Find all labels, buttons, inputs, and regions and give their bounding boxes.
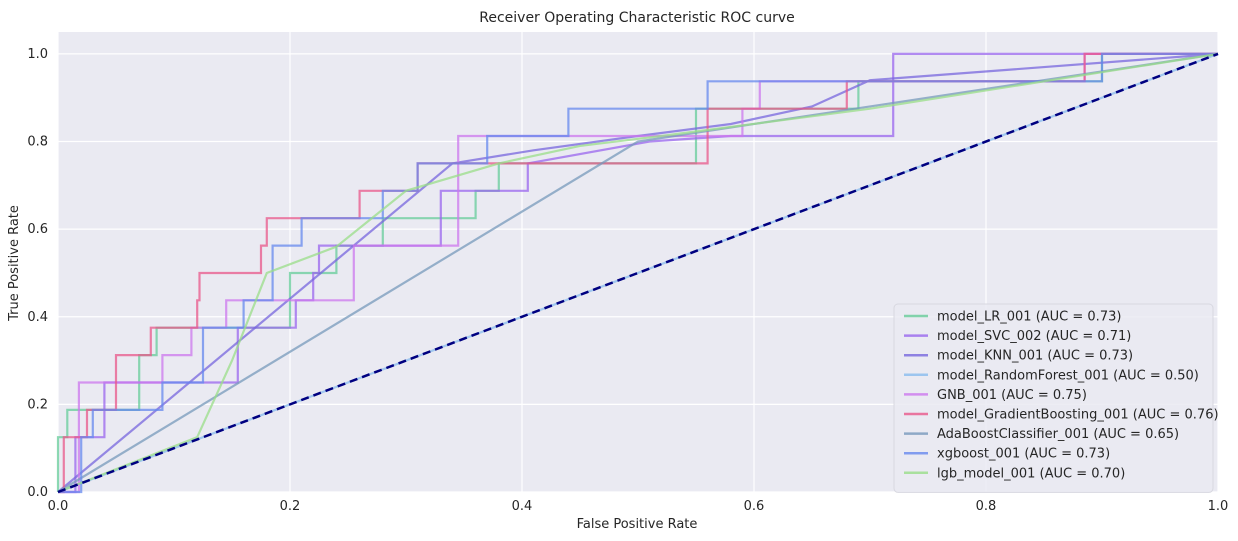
y-tick-label: 1.0 — [27, 47, 48, 62]
x-axis-label: False Positive Rate — [577, 517, 698, 532]
reference-diagonal-line — [57, 52, 1219, 494]
roc-series-line-8 — [58, 52, 1218, 494]
legend-entry: model_SVC_002 (AUC = 0.71) — [937, 329, 1131, 344]
y-tick-label: 0.6 — [27, 222, 48, 237]
roc-series-line-7 — [57, 52, 1219, 493]
legend-entry: xgboost_001 (AUC = 0.73) — [937, 447, 1110, 462]
tick-labels: 0.0 0.2 0.4 0.6 0.8 1.0 0.0 0.2 0.4 0.6 0.8 1.0 — [27, 47, 1228, 514]
legend: model_LR_001 (AUC = 0.73) model_SVC_002 (… — [893, 303, 1219, 493]
roc-series-line-9 — [57, 52, 1219, 494]
x-tick-label: 0.6 — [744, 499, 765, 514]
legend-entry: model_RandomForest_001 (AUC = 0.50) — [937, 368, 1199, 383]
legend-entry: model_LR_001 (AUC = 0.73) — [937, 310, 1121, 325]
x-tick-label: 0.0 — [48, 499, 69, 514]
y-tick-label: 0.8 — [27, 135, 48, 150]
legend-entry: lgb_model_001 (AUC = 0.70) — [937, 466, 1125, 481]
series-layer — [56, 52, 1219, 494]
legend-entry: AdaBoostClassifier_001 (AUC = 0.65) — [937, 427, 1179, 442]
legend-entry: model_KNN_001 (AUC = 0.73) — [937, 349, 1133, 364]
y-axis-label: True Positive Rate — [7, 205, 22, 322]
x-tick-label: 0.8 — [976, 499, 997, 514]
roc-series-line-2 — [58, 52, 1218, 494]
y-tick-label: 0.2 — [27, 397, 48, 412]
chart-title: Receiver Operating Characteristic ROC cu… — [479, 10, 795, 26]
roc-series-line-5 — [58, 52, 1218, 494]
legend-entry: model_GradientBoosting_001 (AUC = 0.76) — [937, 408, 1219, 423]
x-tick-label: 1.0 — [1208, 499, 1229, 514]
legend-box — [893, 303, 1214, 493]
roc-series-line-3 — [57, 52, 1219, 493]
y-tick-label: 0.0 — [27, 485, 48, 500]
y-tick-label: 0.4 — [27, 310, 48, 325]
x-tick-label: 0.2 — [280, 499, 301, 514]
x-tick-label: 0.4 — [512, 499, 533, 514]
legend-entry: GNB_001 (AUC = 0.75) — [937, 388, 1087, 403]
